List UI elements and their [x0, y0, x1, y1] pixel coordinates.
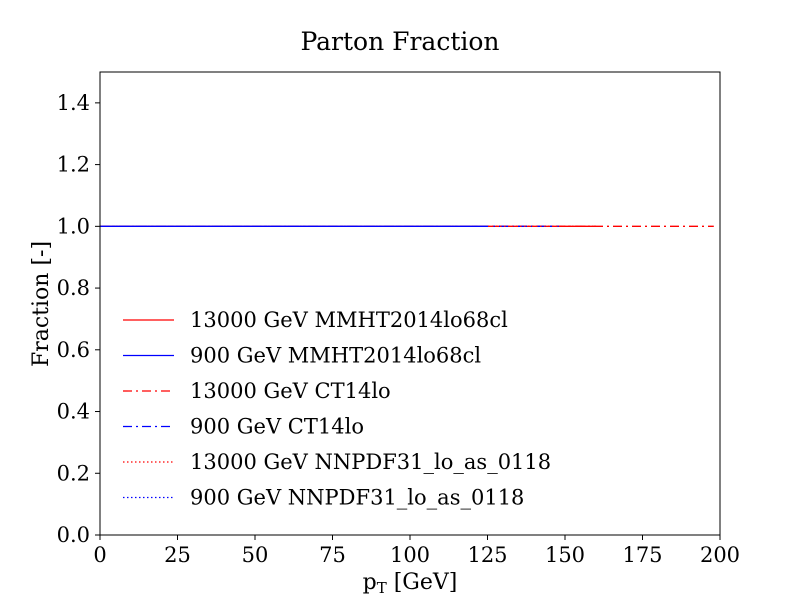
y-tick-label: 1.0: [57, 214, 90, 238]
x-tick-label: 0: [93, 543, 106, 567]
y-tick-label: 0.2: [57, 461, 90, 485]
legend-label-2: 13000 GeV CT14lo: [190, 379, 391, 403]
legend-label-5: 900 GeV NNPDF31_lo_as_0118: [190, 486, 524, 510]
y-tick-label: 0.0: [57, 523, 90, 547]
x-tick-label: 100: [390, 543, 430, 567]
y-tick-label: 0.6: [57, 338, 90, 362]
y-tick-label: 0.8: [57, 276, 90, 300]
legend-label-4: 13000 GeV NNPDF31_lo_as_0118: [190, 450, 551, 474]
x-tick-label: 75: [319, 543, 346, 567]
y-tick-label: 0.4: [57, 400, 90, 424]
x-tick-label: 50: [242, 543, 269, 567]
y-axis-label: Fraction [-]: [29, 241, 54, 367]
y-tick-label: 1.4: [57, 91, 90, 115]
legend: 13000 GeV MMHT2014lo68cl 900 GeV MMHT2014…: [123, 308, 551, 510]
legend-label-0: 13000 GeV MMHT2014lo68cl: [190, 308, 508, 332]
x-tick-label: 25: [164, 543, 191, 567]
legend-label-3: 900 GeV CT14lo: [190, 415, 364, 439]
x-tick-label: 200: [700, 543, 740, 567]
chart-title: Parton Fraction: [300, 27, 499, 56]
y-tick-label: 1.2: [57, 153, 90, 177]
legend-label-1: 900 GeV MMHT2014lo68cl: [190, 344, 481, 368]
y-axis: 0.0 0.2 0.4 0.6 0.8 1.0 1.2 1.4: [57, 91, 100, 547]
x-tick-label: 125: [467, 543, 507, 567]
x-axis-label: pT [GeV]: [363, 570, 458, 597]
x-tick-label: 175: [622, 543, 662, 567]
x-axis: 0 25 50 75 100 125 150 175 200: [93, 535, 740, 567]
x-tick-label: 150: [545, 543, 585, 567]
plot-area: [99, 71, 721, 536]
